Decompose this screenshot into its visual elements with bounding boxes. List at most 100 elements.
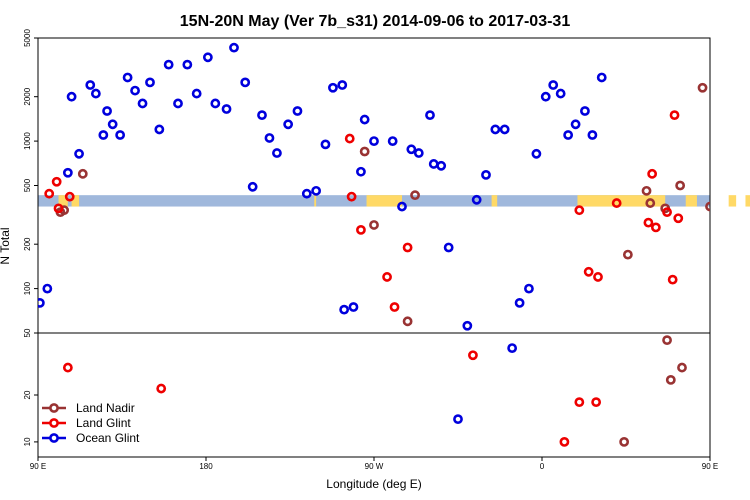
land-glint-point: [647, 168, 658, 179]
x-tick-label: 180: [199, 462, 213, 471]
land-nadir-point: [402, 316, 413, 327]
ocean-glint-point: [580, 106, 590, 116]
ocean-glint-point: [42, 283, 53, 294]
ocean-glint-point: [292, 106, 303, 116]
land-glint-point: [62, 362, 73, 373]
ocean-glint-point: [481, 169, 491, 180]
ocean-glint-point: [66, 91, 77, 102]
land-nadir-point: [410, 190, 420, 201]
land-glint-point: [714, 175, 721, 182]
ocean-glint-point: [163, 59, 174, 70]
land-nadir-point: [677, 362, 687, 373]
ocean-glint-point: [173, 98, 183, 109]
ocean-glint-point: [137, 98, 148, 109]
ocean-glint-point: [596, 72, 607, 83]
ocean-glint-point: [348, 302, 359, 312]
points-group: [38, 42, 745, 447]
land-nadir-point: [622, 249, 633, 260]
ocean-glint-point: [301, 188, 312, 199]
y-tick-label: 5000: [23, 29, 32, 47]
y-tick-label: 50: [23, 328, 32, 337]
land-nadir-point: [675, 180, 686, 191]
y-axis-label: N Total: [0, 227, 12, 264]
land-band-segment: [685, 195, 697, 207]
ocean-glint-point: [221, 104, 232, 114]
ocean-glint-point: [272, 148, 282, 158]
ocean-glint-point: [115, 130, 126, 140]
land-nadir-point: [734, 148, 741, 155]
x-tick-label: 90 E: [702, 462, 718, 471]
ocean-glint-point: [182, 59, 193, 70]
ocean-glint-point: [436, 160, 447, 171]
x-axis-label: Longitude (deg E): [326, 477, 421, 491]
ocean-glint-point: [320, 139, 331, 150]
land-glint-point: [591, 397, 602, 408]
land-band-segment: [366, 195, 402, 207]
y-tick-label: 1000: [23, 132, 32, 150]
land-glint-point: [389, 302, 400, 312]
ocean-glint-point: [531, 148, 542, 159]
ocean-glint-point: [122, 72, 133, 83]
land-glint-point: [669, 110, 680, 121]
y-tick-label: 2000: [23, 87, 32, 105]
land-band-segment: [577, 195, 666, 207]
ocean-glint-point: [540, 91, 551, 102]
ocean-glint-point: [154, 124, 165, 135]
land-glint-point: [583, 266, 594, 277]
ocean-glint-point: [38, 297, 45, 308]
land-glint-point: [733, 148, 740, 155]
land-nadir-point: [77, 168, 88, 179]
x-tick-label: 0: [540, 462, 545, 471]
land-glint-point: [156, 383, 167, 394]
ocean-glint-point: [102, 106, 112, 116]
ocean-glint-point: [247, 181, 258, 192]
ocean-glint-point: [507, 343, 518, 353]
ocean-glint-point: [145, 77, 155, 88]
ocean-glint-point: [563, 130, 574, 140]
land-glint-point: [593, 272, 603, 282]
land-band-segment: [491, 195, 498, 207]
ocean-glint-point: [257, 110, 267, 121]
ocean-glint-point: [130, 85, 140, 96]
ocean-glint-point: [369, 136, 379, 146]
land-nadir-point: [697, 82, 708, 93]
plot-area: 90 E 180 90 W 0 90 E 100 200 500 1000 2000 5000 10 2…: [23, 29, 750, 471]
ocean-glint-point: [264, 133, 275, 143]
land-glint-point: [574, 397, 585, 408]
ocean-glint-point: [62, 167, 73, 178]
land-glint-point: [725, 100, 732, 107]
land-glint-point: [662, 207, 672, 218]
land-nadir-point: [665, 375, 676, 385]
legend-label: Land Glint: [76, 416, 131, 430]
y-tick-label: 20: [23, 390, 32, 399]
ocean-glint-point: [413, 148, 424, 158]
land-glint-point: [346, 191, 357, 202]
ocean-glint-point: [107, 119, 118, 130]
legend-marker: [49, 418, 59, 428]
land-glint-point: [53, 203, 64, 214]
ocean-glint-point: [397, 201, 407, 212]
land-band-segment: [314, 195, 317, 207]
land-glint-point: [738, 279, 745, 286]
ocean-glint-point: [328, 82, 338, 93]
ocean-glint-point: [548, 80, 559, 90]
y-tick-label: 500: [23, 178, 32, 192]
y-tick-label: 100: [23, 281, 32, 295]
land-nadir-point: [641, 185, 652, 196]
ocean-glint-point: [337, 80, 348, 90]
ocean-glint-point: [74, 148, 84, 159]
land-band-segment: [728, 195, 737, 207]
land-glint-point: [382, 272, 392, 282]
land-nadir-point: [712, 207, 719, 214]
land-glint-point: [611, 198, 622, 208]
y-tick-label: 10: [23, 437, 32, 446]
ocean-glint-point: [359, 114, 370, 125]
land-glint-point: [574, 205, 585, 216]
ocean-glint-point: [425, 110, 435, 121]
land-glint-point: [673, 213, 684, 224]
ocean-glint-point: [85, 80, 96, 90]
ocean-glint-point: [524, 283, 534, 294]
land-glint-point: [356, 225, 366, 235]
ocean-glint-point: [210, 98, 221, 109]
